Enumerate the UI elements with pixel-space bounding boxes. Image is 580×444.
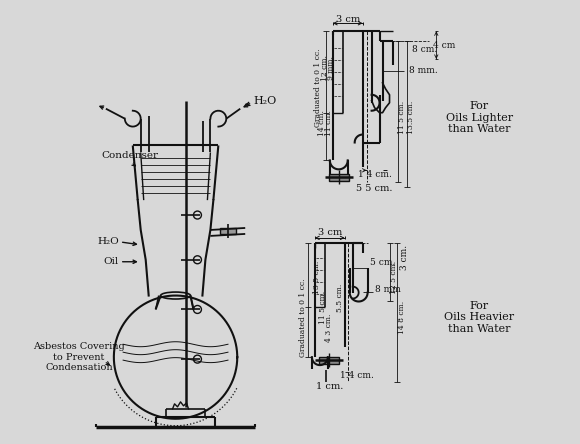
Polygon shape — [329, 174, 349, 181]
Text: 14 8 cm.: 14 8 cm. — [398, 301, 407, 334]
Text: Condenser: Condenser — [101, 151, 158, 160]
Text: 11 5 cm.: 11 5 cm. — [398, 101, 407, 134]
Text: 13.5 cm.: 13.5 cm. — [407, 101, 415, 134]
Text: 13 5 cm.: 13 5 cm. — [313, 261, 321, 294]
Text: 11 cm.: 11 cm. — [325, 110, 333, 135]
Text: 3 cm.: 3 cm. — [400, 245, 409, 270]
Text: 12 5 cm.: 12 5 cm. — [390, 261, 397, 294]
Text: 4 cm: 4 cm — [433, 40, 455, 50]
Text: 5 5 cm.: 5 5 cm. — [356, 184, 393, 193]
Polygon shape — [220, 228, 236, 234]
Text: For
Oils Lighter
than Water: For Oils Lighter than Water — [445, 101, 513, 134]
Text: Oil: Oil — [104, 257, 119, 266]
Text: Graduated to 0 1 cc.: Graduated to 0 1 cc. — [314, 48, 322, 127]
Text: 14 cm.: 14 cm. — [318, 110, 326, 135]
Text: 8 mm.: 8 mm. — [409, 67, 438, 75]
Text: H₂O: H₂O — [97, 238, 119, 246]
Text: Graduated to 0 1 cc.: Graduated to 0 1 cc. — [299, 278, 307, 357]
Text: 9 mm.: 9 mm. — [327, 56, 335, 80]
Text: 3 cm: 3 cm — [318, 228, 342, 238]
Text: 1 4 cm.: 1 4 cm. — [358, 170, 392, 179]
Text: For
Oils Heavier
than Water: For Oils Heavier than Water — [444, 301, 514, 334]
Text: Asbestos Covering
to Prevent
Condensation: Asbestos Covering to Prevent Condensatio… — [33, 342, 125, 372]
Text: 1 cm.: 1 cm. — [316, 382, 343, 392]
Text: 1.4 cm.: 1.4 cm. — [340, 371, 374, 380]
Text: 4 3 cm.: 4 3 cm. — [325, 313, 333, 341]
Text: 11 5 cm.: 11 5 cm. — [319, 291, 327, 324]
Text: 5 cm.: 5 cm. — [369, 258, 395, 267]
Text: H₂O: H₂O — [253, 96, 277, 106]
Text: 8 cm.: 8 cm. — [412, 44, 437, 54]
Text: 12 cm.: 12 cm. — [321, 55, 329, 81]
Text: 8 mm: 8 mm — [375, 285, 400, 294]
Text: 5.5 cm.: 5.5 cm. — [336, 283, 344, 312]
Polygon shape — [319, 357, 339, 364]
Text: 3 cm: 3 cm — [336, 15, 360, 24]
